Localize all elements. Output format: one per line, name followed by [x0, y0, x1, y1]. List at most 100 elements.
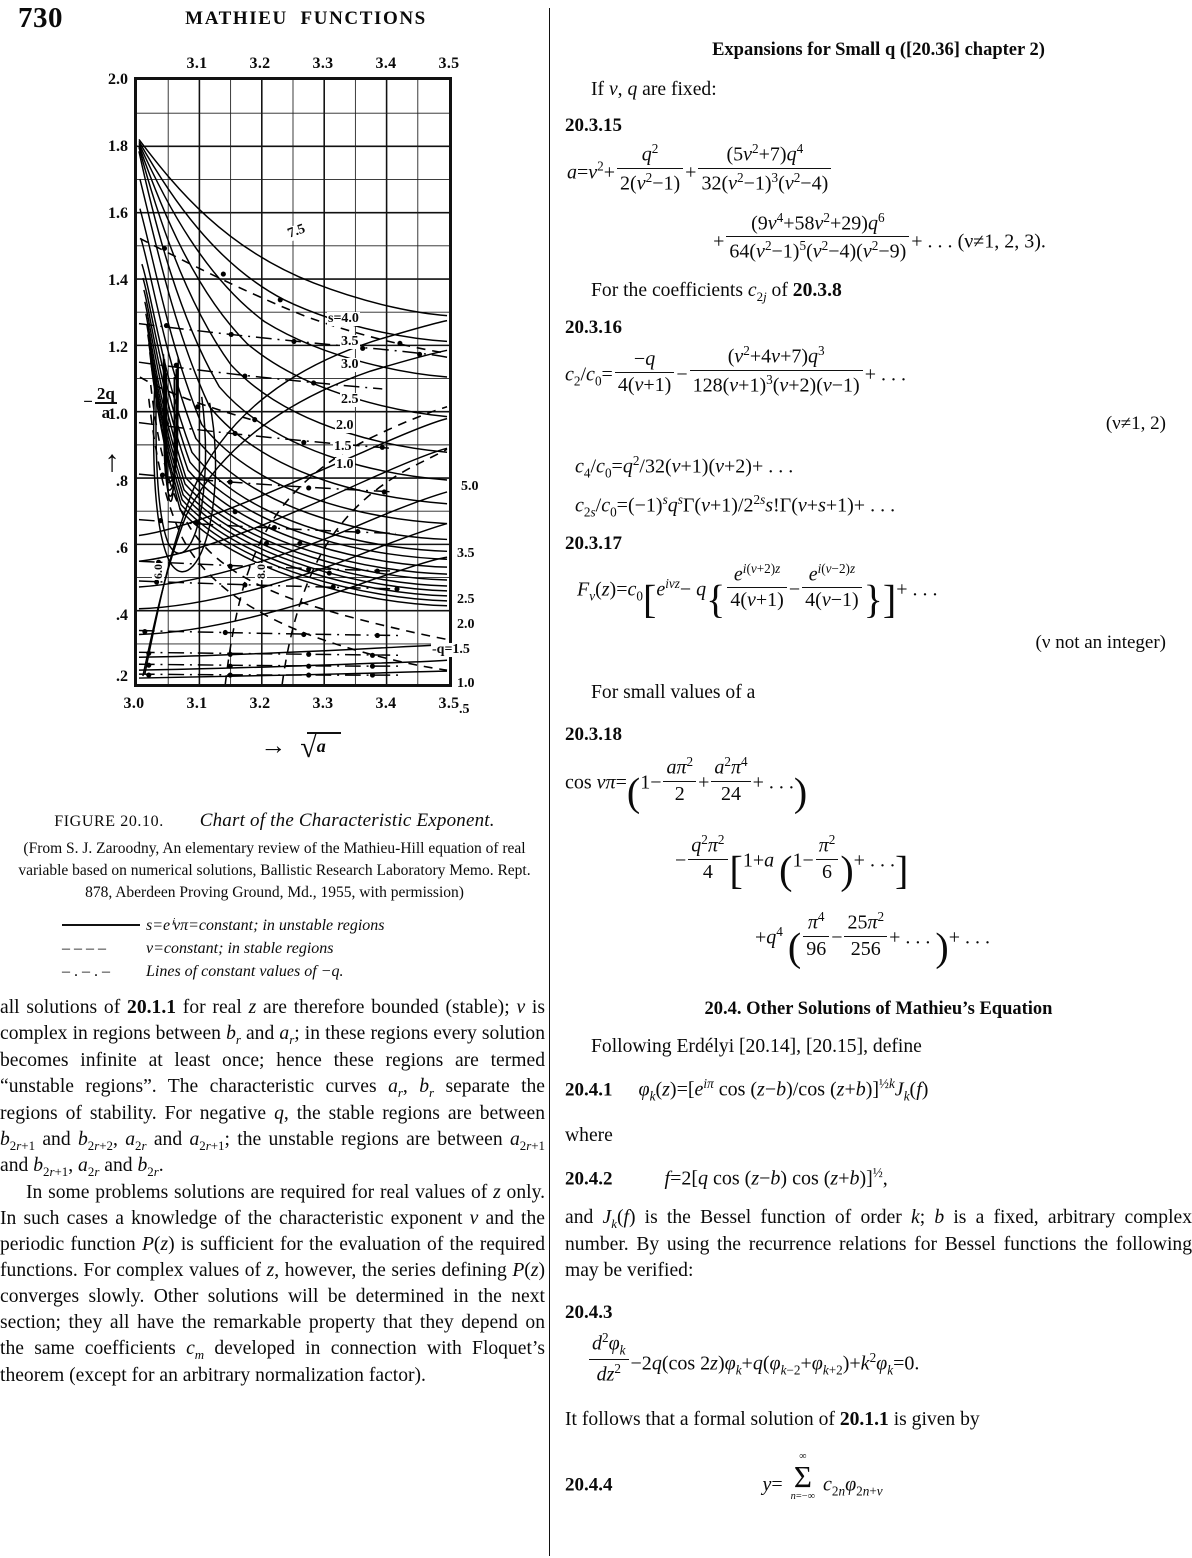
equation-20-3-15: a=ν2+ q2 2(ν2−1) + (5ν2+7)q4 32(ν2−1)3(ν2−4) … — [567, 141, 1046, 263]
eq-number-20-4-3: 20.4.3 — [565, 1302, 613, 1324]
eq-number-20-3-18: 20.3.18 — [565, 724, 622, 746]
curve-label-2-0: 2.0 — [335, 418, 355, 433]
section-heading-expansions: Expansions for Small q ([20.36] chapter … — [712, 40, 1045, 60]
qlabel-1-0: 1.0 — [456, 676, 476, 691]
x-tick-top-2: 3.3 — [312, 55, 334, 72]
legend-dashdot-line-icon: – . – . – — [62, 963, 110, 981]
erdelyi-intro: Following Erdélyi [20.14], [20.15], defi… — [591, 1035, 922, 1057]
curve-label-6-0: 6.0 — [151, 563, 165, 580]
section-heading-20-4: 20.4. Other Solutions of Mathieu’s Equat… — [704, 998, 1053, 1019]
x-axis-title: → √ a — [134, 731, 452, 765]
chart: 3.1 3.2 3.3 3.4 3.5 2.0 1.8 1.6 1.4 1.2 … — [83, 55, 488, 764]
intro-if-nu-q-fixed: If ν, q are fixed: — [591, 79, 717, 100]
curve-label-3-0: 3.0 — [340, 357, 360, 372]
figure-credit: (From S. J. Zaroodny, An elementary revi… — [18, 840, 531, 901]
equation-20-4-3: d2φk dz2 −2q(cos 2z)φk+q(φk−2+φk+2)+k2φk=0… — [587, 1330, 1192, 1386]
equation-20-3-17: Fν(z)=c0[eiνz− q{ei(ν+2)z 4(ν+1) − ei(ν−2)z… — [577, 560, 938, 622]
qlabel-3-5: 3.5 — [456, 546, 476, 561]
curve-label-s-4-0: s=4.0 — [327, 311, 360, 326]
x-tick-bot-1: 3.1 — [186, 695, 208, 712]
figure-legend: s=eⁱνπ=constant; in unstable regions – –… — [0, 914, 549, 984]
coefficients-intro: For the coefficients c2j of 20.3.8 — [591, 279, 842, 304]
y-tick-5: 1.0 — [108, 406, 128, 423]
y-tick-0: 2.0 — [108, 71, 128, 88]
y-tick-8: .4 — [116, 607, 128, 624]
curve-label-1-5: 1.5 — [333, 439, 353, 454]
eq-number-20-4-2: 20.4.2 — [565, 1168, 613, 1190]
figure-caption: FIGURE 20.10. Chart of the Characteristi… — [0, 810, 549, 984]
equation-20-4-1-row: 20.4.1 φk(z)=[eiπ cos (z−b)/cos (z+b)]½kJ… — [565, 1076, 929, 1104]
x-tick-bot-5: 3.5 — [438, 695, 460, 712]
legend-solid-line-icon — [62, 924, 140, 926]
column-divider — [549, 8, 550, 1556]
page-number: 730 — [18, 2, 63, 34]
qlabel-2-0: 2.0 — [456, 617, 476, 632]
eq-number-20-4-4: 20.4.4 — [565, 1474, 613, 1496]
x-tick-top-1: 3.2 — [249, 55, 271, 72]
eq-number-20-3-16: 20.3.16 — [565, 317, 622, 339]
x-tick-top-0: 3.1 — [186, 55, 208, 72]
y-tick-1: 1.8 — [108, 138, 128, 155]
bessel-paragraph: and Jk(f) is the Bessel function of orde… — [565, 1206, 1192, 1282]
cond-20-3-17: (ν not an integer) — [1035, 632, 1166, 654]
curve-label-2-5: 2.5 — [340, 392, 360, 407]
x-tick-bot-3: 3.3 — [312, 695, 334, 712]
left-body-text: all solutions of 20.1.1 for real z are t… — [0, 995, 545, 1388]
running-head: MATHIEU FUNCTIONS — [185, 8, 427, 29]
x-tick-bot-4: 3.4 — [375, 695, 397, 712]
qlabel-minus-q-1-5: -q=1.5 — [431, 642, 471, 657]
x-axis-bottom-ticks: 3.0 3.1 3.2 3.3 3.4 3.5 — [88, 695, 488, 715]
equation-20-3-16: c2/c0= −q 4(ν+1) − (ν2+4ν+7)q3 128(ν+1)3(ν+2)… — [565, 343, 907, 397]
cond-20-3-16: (ν≠1, 2) — [1105, 413, 1166, 435]
curves — [138, 138, 448, 684]
y-axis-arrow-icon: ↑ — [104, 445, 120, 478]
right-column: Expansions for Small q ([20.36] chapter … — [565, 40, 1192, 1502]
legend-solid-text: s=eⁱνπ=constant; in unstable regions — [146, 917, 385, 934]
x-tick-bot-0: 3.0 — [123, 695, 145, 712]
legend-dashed-line-icon: – – – – — [62, 940, 106, 958]
x-tick-bot-2: 3.2 — [249, 695, 271, 712]
equation-c2s-c0: c2s/c0=(−1)sqsΓ(ν+1)/22ss!Γ(ν+s+1)+ . . … — [575, 492, 896, 520]
paragraph-2: In some problems solutions are required … — [0, 1182, 546, 1386]
qlabel-0-5: .5 — [458, 702, 471, 717]
figure-title: Chart of the Characteristic Exponent. — [199, 810, 495, 831]
legend-item-solid: s=eⁱνπ=constant; in unstable regions — [62, 914, 549, 937]
eq-number-20-3-15: 20.3.15 — [565, 115, 622, 137]
y-axis-ticks: 2.0 1.8 1.6 1.4 1.2 1.0 .8 .6 .4 .2 — [88, 71, 132, 687]
where-text: where — [565, 1124, 613, 1146]
y-axis-title: −2q a — [66, 385, 136, 421]
y-axis-title-den: a — [101, 403, 111, 422]
y-tick-3: 1.4 — [108, 272, 128, 289]
x-tick-top-4: 3.5 — [438, 55, 460, 72]
curve-label-1-0: 1.0 — [335, 457, 355, 472]
sqrt-icon: √ a — [296, 731, 342, 765]
left-column: 3.1 3.2 3.3 3.4 3.5 2.0 1.8 1.6 1.4 1.2 … — [0, 40, 549, 1558]
plot-area: 7.5 s=4.0 3.5 3.0 2.5 2.0 1.5 1.0 6.0 8.… — [134, 77, 452, 687]
legend-item-dashed: – – – – ν=constant; in stable regions — [62, 937, 549, 960]
legend-dashed-text: ν=constant; in stable regions — [146, 940, 334, 958]
figure-label: FIGURE 20.10. — [54, 813, 164, 830]
curve-label-5-0: 5.0 — [460, 479, 480, 494]
cond-20-3-15: (ν≠1, 2, 3). — [957, 229, 1046, 252]
legend-item-dashdot: – . – . – Lines of constant values of −q. — [62, 960, 549, 983]
y-tick-7: .6 — [116, 540, 128, 557]
equation-20-4-2-row: 20.4.2 f=2[q cos (z−b) cos (z+b)]½, — [565, 1164, 888, 1190]
x-tick-top-3: 3.4 — [375, 55, 397, 72]
curve-label-3-5: 3.5 — [340, 334, 360, 349]
x-axis-top-ticks: 3.1 3.2 3.3 3.4 3.5 — [88, 55, 488, 75]
paragraph-1: all solutions of 20.1.1 for real z are t… — [0, 997, 546, 1180]
follows-paragraph: It follows that a formal solution of 20.… — [565, 1408, 980, 1430]
small-a-intro: For small values of a — [591, 682, 756, 704]
qlabel-2-5: 2.5 — [456, 592, 476, 607]
eq-number-20-3-17: 20.3.17 — [565, 532, 622, 554]
y-axis-title-sign: − — [83, 391, 93, 411]
caption-title-line: FIGURE 20.10. Chart of the Characteristi… — [0, 810, 549, 832]
curve-label-8-0: 8.0 — [254, 563, 268, 580]
x-axis-arrow-icon: → — [260, 731, 287, 760]
equation-20-3-18: cos νπ=(1− aπ2 2 + a2π4 24 + . . .) − q2π2 4 [1+a… — [565, 754, 990, 970]
y-tick-9: .2 — [116, 668, 128, 685]
x-axis-title-var: a — [316, 736, 326, 756]
